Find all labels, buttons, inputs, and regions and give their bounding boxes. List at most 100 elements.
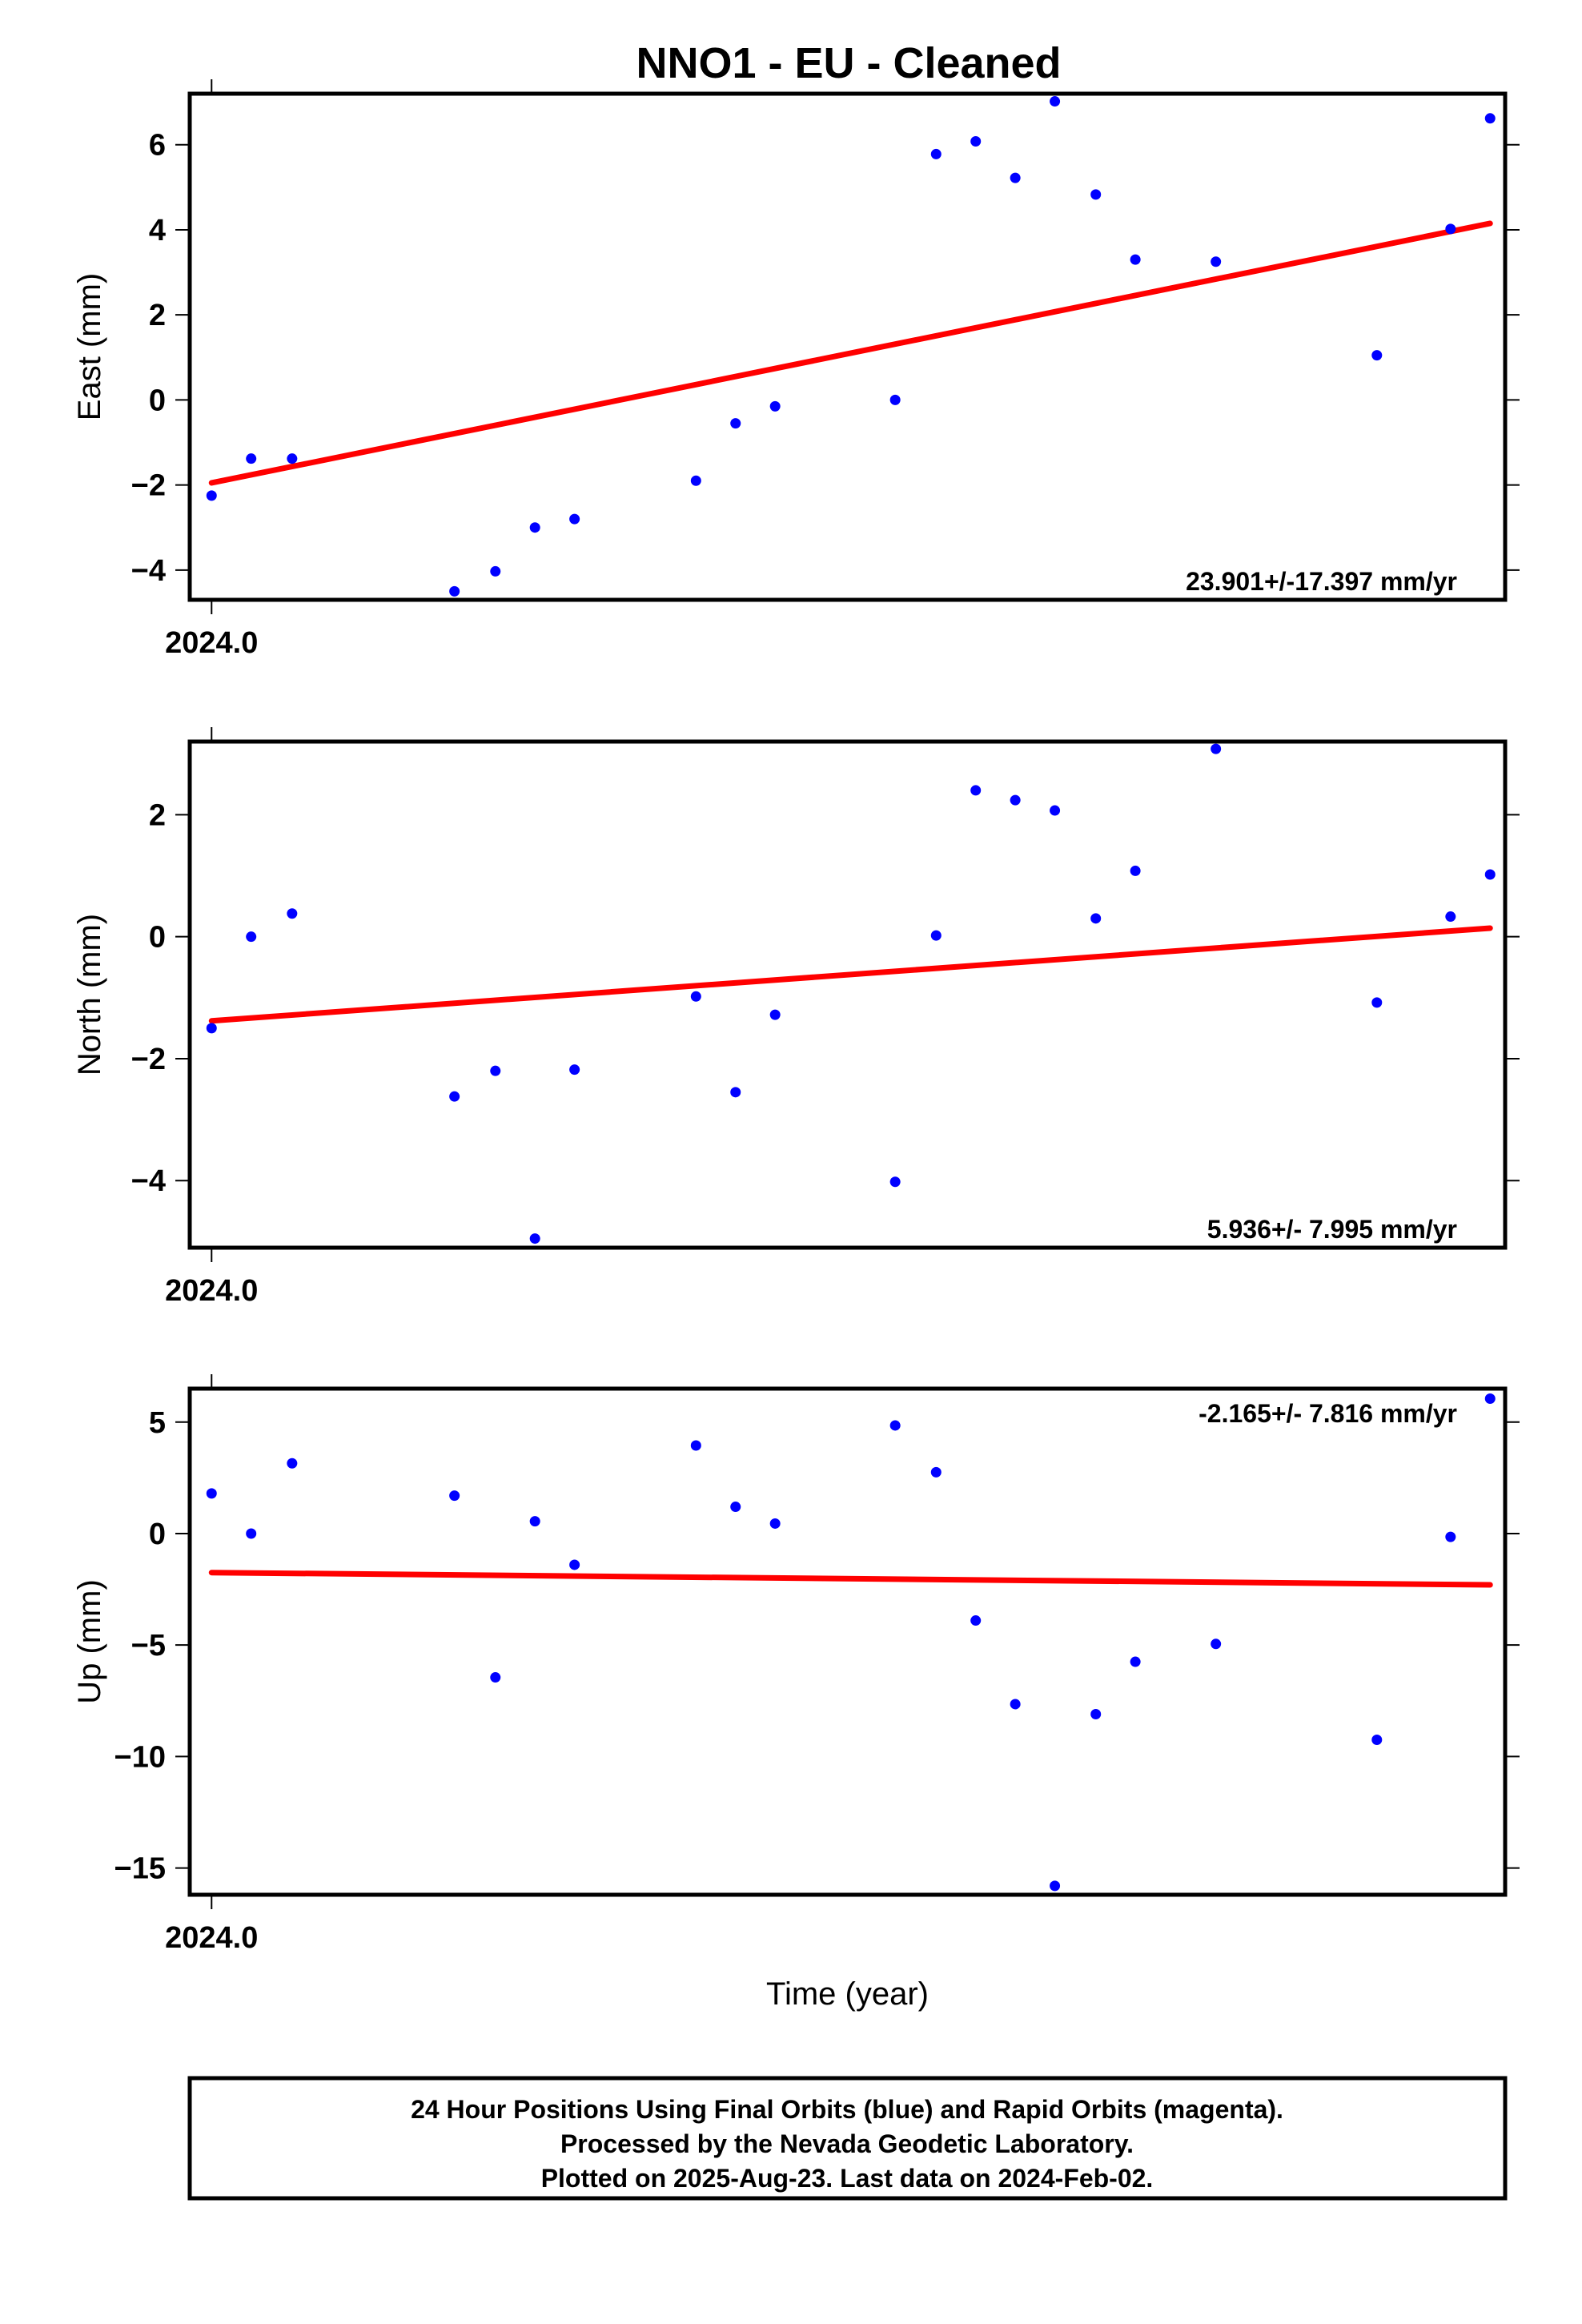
velocity-annotation: 23.901+/-17.397 mm/yr xyxy=(1186,567,1457,596)
data-point xyxy=(889,394,901,405)
y-tick-label: 0 xyxy=(149,921,166,955)
y-axis-label: Up (mm) xyxy=(72,1579,107,1704)
data-point xyxy=(1445,223,1456,235)
y-tick-label: −2 xyxy=(131,469,166,503)
x-tick-label: 2024.0 xyxy=(165,1921,258,1955)
figure-title: NNO1 - EU - Cleaned xyxy=(636,39,1061,87)
y-tick-label: 2 xyxy=(149,299,166,332)
trend-line xyxy=(208,220,1493,486)
data-point xyxy=(287,1458,298,1469)
y-tick-label: 4 xyxy=(149,214,166,247)
data-point xyxy=(569,513,580,525)
y-tick-label: 6 xyxy=(149,129,166,163)
data-point xyxy=(730,418,741,429)
y-tick-label: −15 xyxy=(114,1852,166,1886)
data-point xyxy=(769,1009,781,1020)
data-point xyxy=(1090,1708,1102,1719)
data-point xyxy=(1050,96,1061,107)
data-point xyxy=(1445,1531,1456,1542)
y-tick-label: 5 xyxy=(149,1406,166,1440)
data-point xyxy=(889,1420,901,1431)
caption-frame xyxy=(187,2076,1508,2201)
data-point xyxy=(730,1087,741,1098)
data-point xyxy=(206,490,217,501)
data-point xyxy=(1050,805,1061,816)
data-point xyxy=(529,522,540,533)
data-point xyxy=(930,148,942,159)
y-tick-label: −10 xyxy=(114,1740,166,1774)
data-point xyxy=(529,1233,540,1244)
data-point xyxy=(287,908,298,919)
caption-line-3: Plotted on 2025-Aug-23. Last data on 202… xyxy=(541,2164,1154,2193)
data-point xyxy=(1130,254,1141,265)
data-point xyxy=(1090,189,1102,200)
data-point xyxy=(569,1559,580,1570)
data-point xyxy=(490,1672,501,1683)
y-axis-label: North (mm) xyxy=(72,914,107,1076)
data-point xyxy=(769,1518,781,1529)
data-point xyxy=(1484,1393,1496,1405)
caption-line-2: Processed by the Nevada Geodetic Laborat… xyxy=(560,2129,1134,2158)
x-axis-label: Time (year) xyxy=(766,1976,929,2012)
data-point xyxy=(246,931,257,943)
x-tick-label: 2024.0 xyxy=(165,626,258,660)
data-point xyxy=(490,1065,501,1076)
caption-line-1: 24 Hour Positions Using Final Orbits (bl… xyxy=(411,2095,1283,2124)
y-axis-label: East (mm) xyxy=(72,273,107,420)
data-point xyxy=(930,1466,942,1478)
y-tick-label: −4 xyxy=(131,1164,166,1198)
trend-line xyxy=(208,1570,1493,1588)
data-point xyxy=(1211,743,1222,754)
data-point xyxy=(970,135,982,147)
velocity-annotation: 5.936+/- 7.995 mm/yr xyxy=(1207,1215,1457,1244)
data-point xyxy=(1130,1656,1141,1667)
y-tick-label: −2 xyxy=(131,1043,166,1076)
y-tick-label: −5 xyxy=(131,1629,166,1663)
plot-frame xyxy=(187,739,1508,1250)
data-point xyxy=(1090,913,1102,924)
velocity-annotation: -2.165+/- 7.816 mm/yr xyxy=(1199,1399,1457,1428)
plot-frame xyxy=(187,91,1508,602)
data-point xyxy=(889,1176,901,1188)
panel-2: −4 −2 0 2 2024.0 5.936+/- 7.995 mm/yr North (m… xyxy=(72,727,1520,1308)
data-point xyxy=(449,585,460,597)
panel-1: −4 −2 0 2 4 6 2024.0 23.901+/-17.397 mm/yr East … xyxy=(72,79,1520,660)
data-point xyxy=(206,1488,217,1499)
data-point xyxy=(1050,1880,1061,1892)
data-point xyxy=(1010,172,1021,183)
data-point xyxy=(1445,911,1456,923)
y-tick-label: 0 xyxy=(149,1518,166,1551)
data-point xyxy=(1371,1735,1383,1746)
data-point xyxy=(529,1516,540,1527)
chart-panels: −4 −2 0 2 4 6 2024.0 23.901+/-17.397 mm/yr East … xyxy=(72,79,1520,2012)
data-point xyxy=(1211,1638,1222,1650)
data-point xyxy=(569,1064,580,1076)
x-tick-label: 2024.0 xyxy=(165,1274,258,1308)
data-point xyxy=(1130,865,1141,876)
data-point xyxy=(1010,794,1021,806)
data-point xyxy=(1211,256,1222,267)
data-point xyxy=(690,475,701,486)
data-point xyxy=(1371,997,1383,1008)
data-point xyxy=(490,565,501,577)
data-point xyxy=(1371,350,1383,361)
data-point xyxy=(246,1528,257,1539)
panel-3: −15 −10 −5 0 5 2024.0 -2.165+/- 7.816 mm/yr Up … xyxy=(72,1374,1520,2012)
y-tick-label: 2 xyxy=(149,798,166,832)
data-point xyxy=(246,453,257,464)
data-point xyxy=(930,930,942,941)
data-point xyxy=(449,1490,460,1502)
data-point xyxy=(690,1440,701,1451)
data-point xyxy=(970,785,982,796)
data-point xyxy=(287,453,298,464)
y-tick-label: 0 xyxy=(149,384,166,417)
data-point xyxy=(1484,113,1496,124)
data-point xyxy=(1484,869,1496,880)
data-point xyxy=(449,1091,460,1102)
caption-box: 24 Hour Positions Using Final Orbits (bl… xyxy=(187,2076,1508,2201)
data-point xyxy=(769,400,781,412)
data-point xyxy=(1010,1699,1021,1710)
y-tick-label: −4 xyxy=(131,554,166,588)
plot-frame xyxy=(187,1386,1508,1897)
